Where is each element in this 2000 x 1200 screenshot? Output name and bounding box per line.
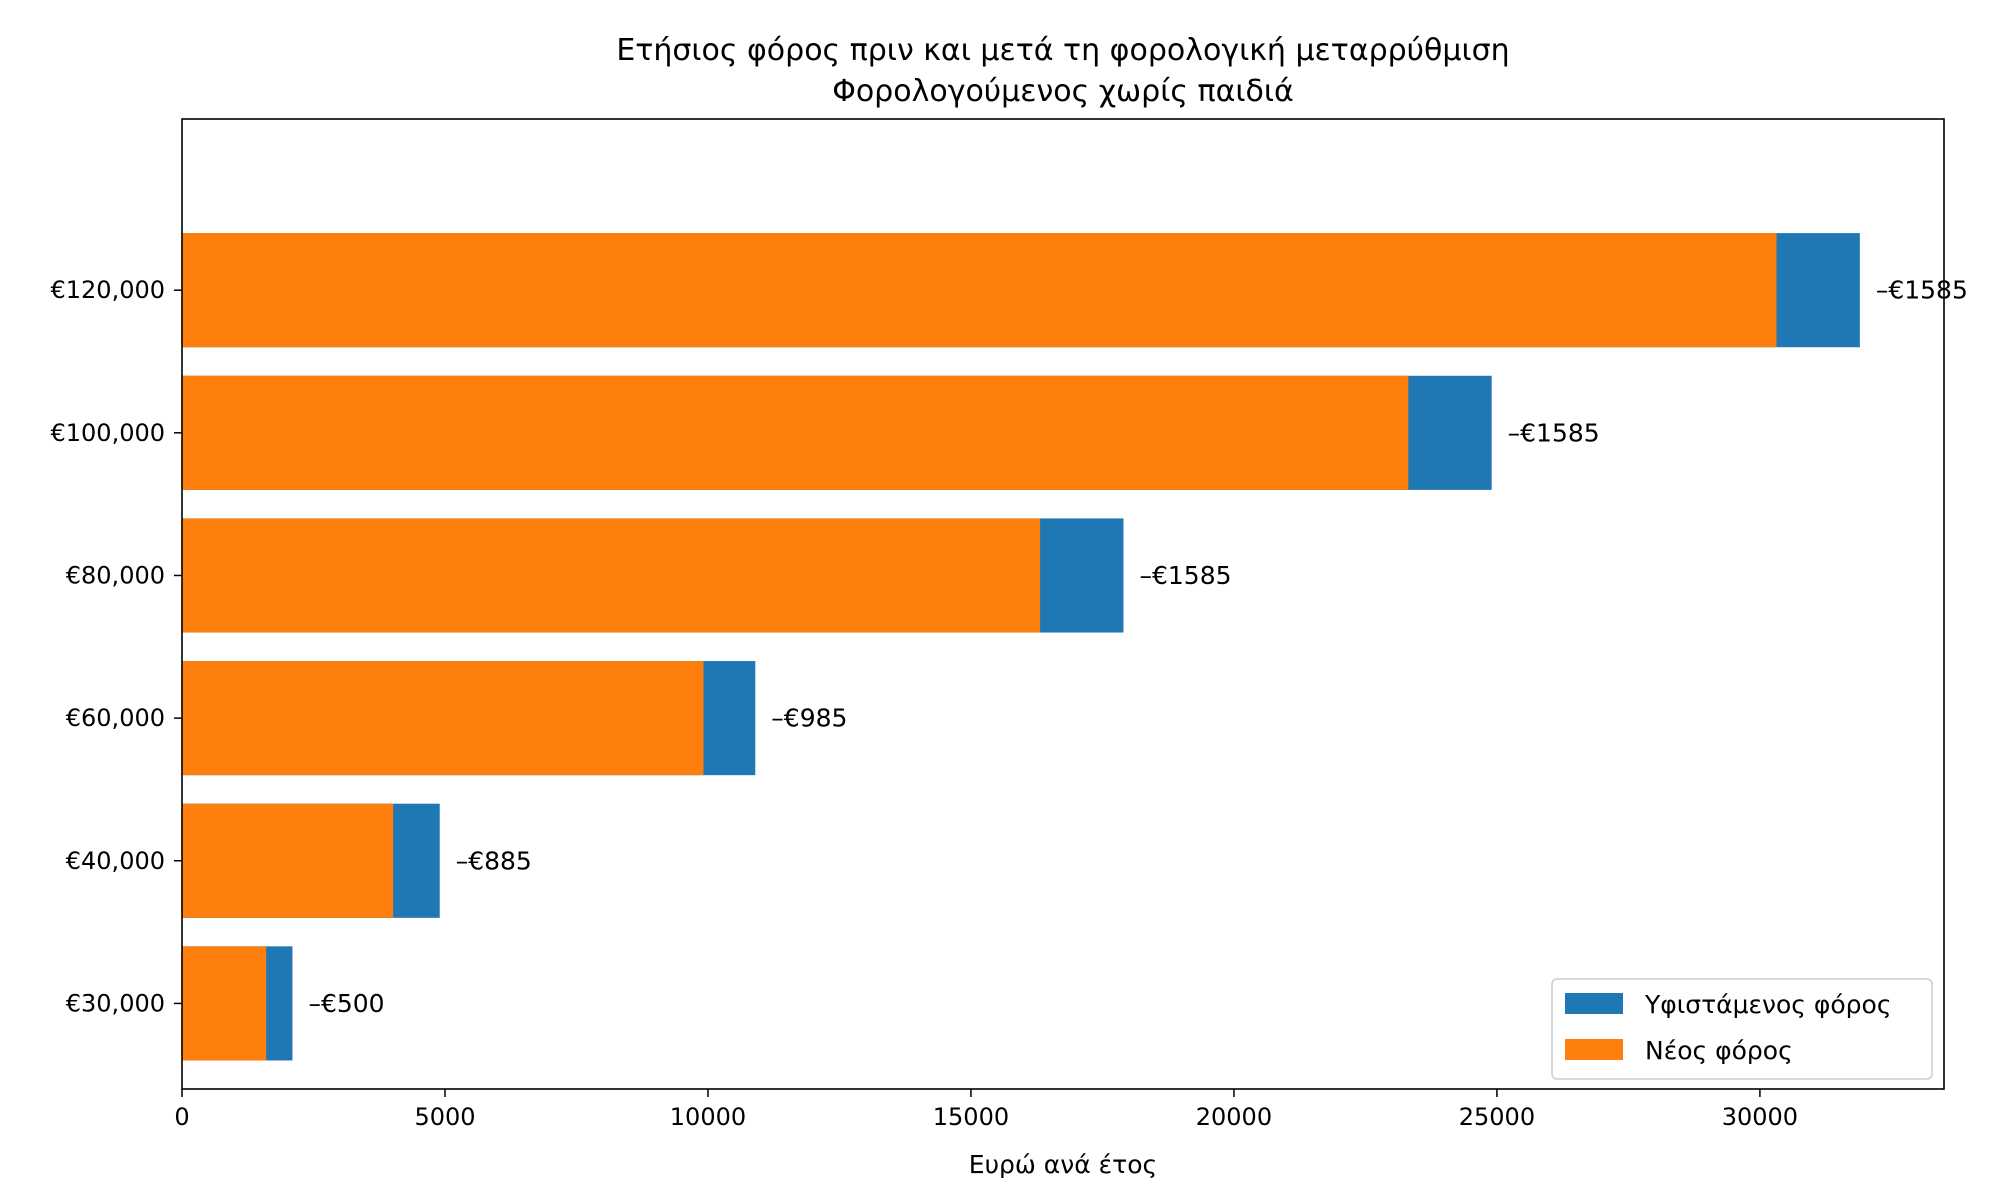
data-label-80000: –€1585 — [1139, 561, 1231, 590]
y-tick-label: €80,000 — [66, 561, 165, 589]
y-axis: €30,000 €40,000 €60,000 €80,000 €100,000 €120… — [50, 276, 182, 1017]
x-tick-label: 20000 — [1196, 1103, 1272, 1131]
bar-new-tax-80000 — [182, 518, 1041, 633]
x-axis-label: Ευρώ ανά έτος — [969, 1150, 1157, 1179]
bar-new-tax-30000 — [182, 946, 267, 1061]
x-tick-label: 15000 — [933, 1103, 1009, 1131]
x-axis: 0 5000 10000 15000 20000 25000 30000 — [174, 1089, 1798, 1131]
chart-title: Ετήσιος φόρος πριν και μετά τη φορολογικ… — [616, 33, 1509, 68]
data-labels-group: –€500 –€885 –€985 –€1585 –€1585 –€1585 — [308, 276, 1967, 1018]
legend: Υφιστάμενος φόρος Νέος φόρος — [1551, 978, 1933, 1080]
data-label-60000: –€985 — [771, 704, 847, 733]
y-tick-label: €100,000 — [50, 419, 165, 447]
x-tick-label: 10000 — [670, 1103, 746, 1131]
data-label-120000: –€1585 — [1876, 276, 1968, 305]
legend-swatch-existing-tax — [1565, 993, 1623, 1014]
x-tick-label: 0 — [174, 1103, 189, 1131]
legend-label-existing-tax: Υφιστάμενος φόρος — [1644, 990, 1892, 1019]
x-tick-label: 30000 — [1722, 1103, 1798, 1131]
bars-group — [182, 233, 1860, 1061]
y-tick-label: €60,000 — [66, 704, 165, 732]
data-label-100000: –€1585 — [1508, 418, 1600, 447]
bar-new-tax-120000 — [182, 233, 1777, 348]
x-tick-label: 25000 — [1459, 1103, 1535, 1131]
legend-frame — [1551, 978, 1933, 1080]
data-label-40000: –€885 — [456, 846, 532, 875]
legend-swatch-new-tax — [1565, 1039, 1623, 1060]
bar-new-tax-100000 — [182, 375, 1409, 490]
plot-frame — [181, 118, 1945, 1090]
bar-new-tax-40000 — [182, 803, 394, 918]
x-tick-label: 5000 — [414, 1103, 475, 1131]
bar-new-tax-60000 — [182, 661, 704, 776]
y-tick-label: €40,000 — [66, 847, 165, 875]
y-tick-label: €30,000 — [66, 989, 165, 1017]
data-label-30000: –€500 — [308, 989, 384, 1018]
legend-label-new-tax: Νέος φόρος — [1645, 1036, 1793, 1065]
y-tick-label: €120,000 — [50, 276, 165, 304]
chart-subtitle: Φορολογούμενος χωρίς παιδιά — [832, 74, 1294, 109]
